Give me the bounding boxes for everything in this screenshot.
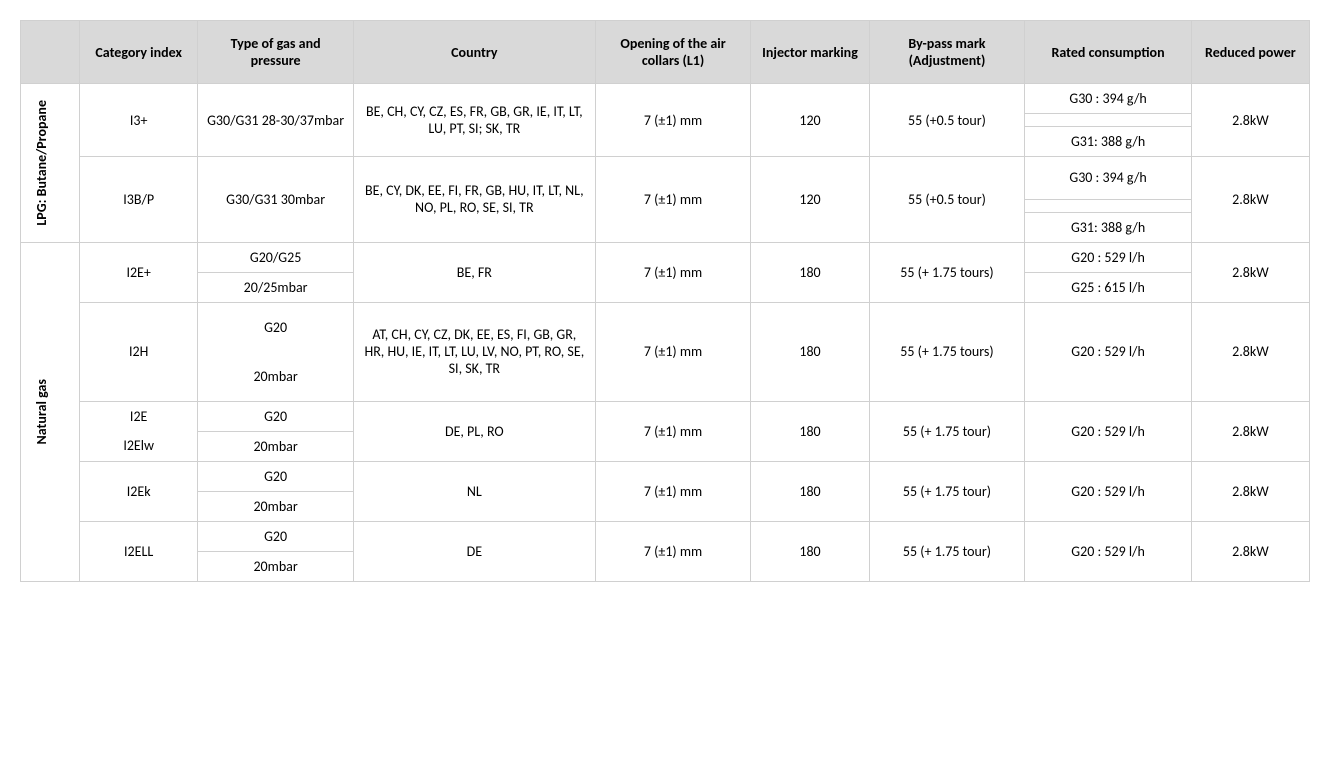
cell-gas: 20mbar [198, 431, 354, 461]
cell-inj: 180 [751, 461, 869, 521]
cell-gas: G20 [198, 302, 354, 352]
table-row: I2ELL G20 DE 7 (±1) mm 180 55 (+ 1.75 to… [21, 521, 1310, 551]
cell-cons: G31: 388 g/h [1025, 127, 1191, 157]
header-category: Category index [80, 21, 198, 84]
cell-air: 7 (±1) mm [595, 157, 751, 243]
table-row: I3B/P G30/G31 30mbar BE, CY, DK, EE, FI,… [21, 157, 1310, 200]
cell-cat: I2H [80, 302, 198, 401]
cell-country: BE, CY, DK, EE, FI, FR, GB, HU, IT, LT, … [353, 157, 595, 243]
cell-country: BE, CH, CY, CZ, ES, FR, GB, GR, IE, IT, … [353, 84, 595, 157]
cell-cat: I2Elw [80, 431, 198, 461]
cell-cat: I2ELL [80, 521, 198, 581]
cell-power: 2.8kW [1191, 84, 1309, 157]
header-country: Country [353, 21, 595, 84]
cell-air: 7 (±1) mm [595, 302, 751, 401]
cell-power: 2.8kW [1191, 461, 1309, 521]
cell-inj: 120 [751, 84, 869, 157]
cell-gas: 20mbar [198, 491, 354, 521]
cell-inj: 180 [751, 302, 869, 401]
cell-bypass: 55 (+0.5 tour) [869, 157, 1025, 243]
header-bypass: By-pass mark (Adjustment) [869, 21, 1025, 84]
cell-gas: G20/G25 [198, 242, 354, 272]
cell-bypass: 55 (+ 1.75 tour) [869, 461, 1025, 521]
cell-power: 2.8kW [1191, 521, 1309, 581]
cell-power: 2.8kW [1191, 157, 1309, 243]
header-power: Reduced power [1191, 21, 1309, 84]
cell-cat: I3+ [80, 84, 198, 157]
cell-gas: G20 [198, 401, 354, 431]
cell-gas: 20mbar [198, 352, 354, 402]
cell-cons [1025, 199, 1191, 212]
cell-power: 2.8kW [1191, 302, 1309, 401]
cell-cons [1025, 114, 1191, 127]
cell-cons: G20 : 529 l/h [1025, 242, 1191, 272]
header-injector: Injector marking [751, 21, 869, 84]
header-consumption: Rated consumption [1025, 21, 1191, 84]
cell-cat: I2E+ [80, 242, 198, 302]
cell-gas: G20 [198, 461, 354, 491]
cell-power: 2.8kW [1191, 401, 1309, 461]
cell-country: AT, CH, CY, CZ, DK, EE, ES, FI, GB, GR, … [353, 302, 595, 401]
cell-air: 7 (±1) mm [595, 84, 751, 157]
cell-air: 7 (±1) mm [595, 401, 751, 461]
cell-bypass: 55 (+ 1.75 tour) [869, 521, 1025, 581]
cell-cons: G20 : 529 l/h [1025, 302, 1191, 401]
cell-country: NL [353, 461, 595, 521]
cell-bypass: 55 (+ 1.75 tours) [869, 302, 1025, 401]
cell-cons: G25 : 615 l/h [1025, 272, 1191, 302]
cell-country: DE, PL, RO [353, 401, 595, 461]
cell-gas: G30/G31 28-30/37mbar [198, 84, 354, 157]
cell-cons: G31: 388 g/h [1025, 212, 1191, 242]
cell-inj: 120 [751, 157, 869, 243]
cell-power: 2.8kW [1191, 242, 1309, 302]
cell-gas: 20mbar [198, 551, 354, 581]
header-group [21, 21, 80, 84]
cell-cons: G20 : 529 l/h [1025, 521, 1191, 581]
cell-bypass: 55 (+ 1.75 tours) [869, 242, 1025, 302]
header-air: Opening of the air collars (L1) [595, 21, 751, 84]
header-gas: Type of gas and pressure [198, 21, 354, 84]
gas-spec-table: Category index Type of gas and pressure … [20, 20, 1310, 582]
cell-inj: 180 [751, 521, 869, 581]
cell-bypass: 55 (+0.5 tour) [869, 84, 1025, 157]
cell-cat: I3B/P [80, 157, 198, 243]
cell-country: BE, FR [353, 242, 595, 302]
cell-air: 7 (±1) mm [595, 242, 751, 302]
table-row: Natural gas I2E+ G20/G25 BE, FR 7 (±1) m… [21, 242, 1310, 272]
cell-bypass: 55 (+ 1.75 tour) [869, 401, 1025, 461]
table-row: LPG: Butane/Propane I3+ G30/G31 28-30/37… [21, 84, 1310, 114]
cell-cons: G30 : 394 g/h [1025, 157, 1191, 200]
table-row: I2E G20 DE, PL, RO 7 (±1) mm 180 55 (+ 1… [21, 401, 1310, 431]
group-lpg: LPG: Butane/Propane [21, 84, 80, 243]
group-natural-gas: Natural gas [21, 242, 80, 581]
header-row: Category index Type of gas and pressure … [21, 21, 1310, 84]
cell-gas: G30/G31 30mbar [198, 157, 354, 243]
cell-inj: 180 [751, 242, 869, 302]
cell-cons: G20 : 529 l/h [1025, 461, 1191, 521]
cell-country: DE [353, 521, 595, 581]
table-row: I2Ek G20 NL 7 (±1) mm 180 55 (+ 1.75 tou… [21, 461, 1310, 491]
cell-gas: G20 [198, 521, 354, 551]
cell-gas: 20/25mbar [198, 272, 354, 302]
cell-cat: I2Ek [80, 461, 198, 521]
table-row: I2H G20 AT, CH, CY, CZ, DK, EE, ES, FI, … [21, 302, 1310, 352]
cell-inj: 180 [751, 401, 869, 461]
cell-air: 7 (±1) mm [595, 461, 751, 521]
cell-cons: G20 : 529 l/h [1025, 401, 1191, 461]
cell-air: 7 (±1) mm [595, 521, 751, 581]
cell-cat: I2E [80, 401, 198, 431]
cell-cons: G30 : 394 g/h [1025, 84, 1191, 114]
